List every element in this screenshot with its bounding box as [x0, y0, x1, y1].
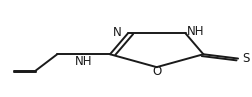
Text: N: N: [112, 26, 121, 39]
Text: S: S: [241, 52, 249, 65]
Text: NH: NH: [75, 55, 92, 68]
Text: NH: NH: [187, 26, 204, 39]
Text: O: O: [151, 65, 161, 78]
